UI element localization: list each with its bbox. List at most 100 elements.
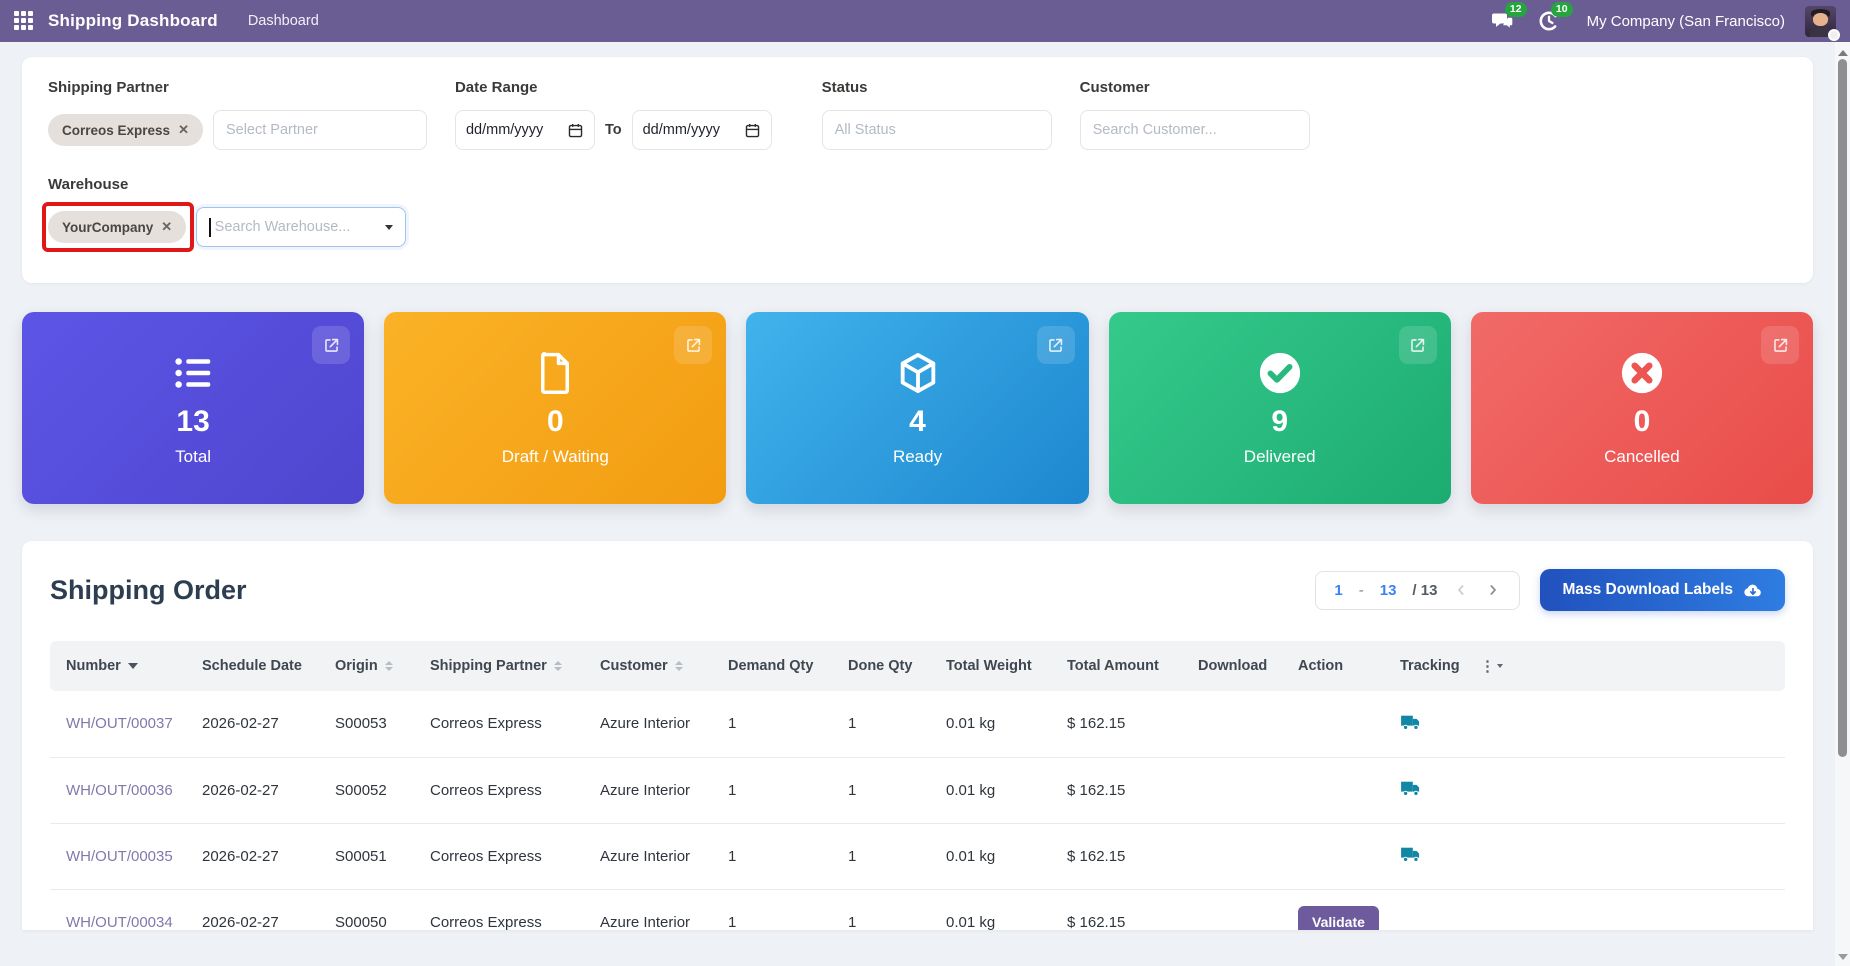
action-cell: Validate [1282, 889, 1384, 930]
filter-warehouse: Warehouse YourCompany ✕ Search Warehouse… [42, 176, 407, 252]
company-switcher[interactable]: My Company (San Francisco) [1586, 12, 1785, 30]
page-start[interactable]: 1 [1334, 581, 1343, 599]
warehouse-tag[interactable]: YourCompany ✕ [48, 211, 187, 243]
section-title: Shipping Order [50, 574, 247, 605]
scroll-down-arrow-icon[interactable] [1837, 954, 1848, 960]
column-header-number[interactable]: Number [66, 658, 138, 674]
shipping-partner-cell: Correos Express [414, 889, 584, 930]
messages-button[interactable]: 12 [1491, 2, 1527, 33]
shipping-partner-cell: Correos Express [414, 691, 584, 758]
page-end[interactable]: 13 [1379, 581, 1397, 599]
column-header-total-weight[interactable]: Total Weight [946, 658, 1032, 674]
open-records-button[interactable] [1761, 326, 1800, 364]
scrollbar-thumb[interactable] [1838, 59, 1847, 757]
total-amount-cell: $ 162.15 [1051, 757, 1182, 824]
column-header-action[interactable]: Action [1298, 658, 1344, 674]
customer-cell: Azure Interior [584, 757, 712, 824]
origin-cell: S00051 [319, 823, 414, 890]
date-range-label: Date Range [454, 79, 538, 96]
open-records-button[interactable] [674, 326, 713, 364]
tracking-truck-icon[interactable] [1400, 779, 1422, 797]
remove-tag-icon[interactable]: ✕ [161, 219, 173, 234]
warehouse-search-input[interactable]: Search Warehouse... [196, 207, 407, 247]
order-number-link[interactable]: WH/OUT/00035 [66, 847, 173, 865]
activities-badge: 10 [1550, 2, 1573, 17]
open-records-button[interactable] [1036, 326, 1075, 364]
customer-cell: Azure Interior [584, 691, 712, 758]
table-row: WH/OUT/00036 2026-02-27 S00052 Correos E… [50, 757, 1785, 824]
column-header-total-amount[interactable]: Total Amount [1067, 658, 1159, 674]
pagination: 1 - 13 / 13 [1315, 570, 1521, 610]
column-header-schedule-date[interactable]: Schedule Date [202, 658, 302, 674]
status-select[interactable]: All Status [821, 110, 1052, 150]
stat-card-total[interactable]: 13 Total [22, 312, 365, 504]
nav-menu-dashboard[interactable]: Dashboard [247, 13, 319, 29]
status-label: Status [821, 79, 868, 96]
column-header-shipping-partner[interactable]: Shipping Partner [430, 658, 562, 674]
activities-button[interactable]: 10 [1537, 2, 1573, 33]
column-header-customer[interactable]: Customer [600, 658, 683, 674]
total-weight-cell: 0.01 kg [930, 889, 1051, 930]
shipping-partner-input[interactable]: Select Partner [212, 110, 427, 150]
vertical-scrollbar[interactable] [1835, 42, 1850, 966]
stat-card-cancelled[interactable]: 0 Cancelled [1470, 312, 1814, 504]
open-records-button[interactable] [312, 326, 351, 364]
table-header-row: Number Schedule Date Origin Shipping Par… [50, 641, 1785, 691]
stat-label: Total [175, 447, 212, 466]
chevron-left-icon[interactable] [1453, 582, 1469, 598]
total-amount-cell: $ 162.15 [1051, 889, 1182, 930]
calendar-icon[interactable] [567, 122, 584, 139]
stat-label: Draft / Waiting [501, 447, 609, 466]
column-header-demand-qty[interactable]: Demand Qty [728, 658, 814, 674]
column-header-origin[interactable]: Origin [335, 658, 393, 674]
stat-card-draft-waiting[interactable]: 0 Draft / Waiting [384, 312, 727, 504]
column-header-done-qty[interactable]: Done Qty [848, 658, 913, 674]
validate-button[interactable]: Validate [1298, 906, 1379, 930]
chevron-down-icon[interactable] [385, 224, 394, 230]
stat-value: 0 [546, 405, 564, 438]
tracking-cell [1384, 889, 1464, 930]
column-header-download[interactable]: Download [1198, 658, 1268, 674]
stat-card-ready[interactable]: 4 Ready [746, 312, 1089, 504]
open-records-button[interactable] [1398, 326, 1437, 364]
order-number-link[interactable]: WH/OUT/00034 [66, 913, 173, 931]
stat-label: Ready [892, 447, 943, 466]
calendar-icon[interactable] [744, 122, 761, 139]
chevron-right-icon[interactable] [1485, 582, 1501, 598]
date-to-input[interactable]: dd/mm/yyyy [631, 110, 772, 150]
date-range-separator: To [604, 122, 622, 138]
date-from-input[interactable]: dd/mm/yyyy [454, 110, 595, 150]
apps-grid-icon[interactable] [14, 11, 34, 31]
order-number-link[interactable]: WH/OUT/00036 [66, 781, 173, 799]
sort-icon [384, 661, 393, 671]
origin-cell: S00050 [319, 889, 414, 930]
total-amount-cell: $ 162.15 [1051, 691, 1182, 758]
demand-qty-cell: 1 [712, 691, 832, 758]
sort-desc-icon [127, 663, 138, 669]
user-avatar[interactable] [1805, 5, 1840, 41]
column-header-tracking[interactable]: Tracking [1400, 658, 1460, 674]
page-total: / 13 [1412, 581, 1438, 599]
scroll-up-arrow-icon[interactable] [1837, 50, 1848, 56]
remove-tag-icon[interactable]: ✕ [178, 122, 189, 137]
page-separator: - [1358, 581, 1364, 599]
stat-label: Cancelled [1604, 447, 1680, 466]
done-qty-cell: 1 [832, 823, 930, 890]
mass-download-labels-button[interactable]: Mass Download Labels [1540, 569, 1785, 611]
customer-label: Customer [1079, 79, 1150, 96]
customer-cell: Azure Interior [584, 823, 712, 890]
customer-search-input[interactable]: Search Customer... [1079, 110, 1310, 150]
filter-shipping-partner: Shipping Partner Correos Express ✕ Selec… [48, 79, 427, 150]
stats-cards: 13 Total 0 Draft / Waiting [22, 312, 1814, 504]
column-options-icon[interactable]: ⋮ [1480, 657, 1503, 675]
tracking-truck-icon[interactable] [1400, 713, 1422, 731]
tracking-truck-icon[interactable] [1400, 845, 1422, 863]
stat-value: 13 [176, 405, 210, 438]
user-status-indicator [1828, 28, 1840, 41]
total-weight-cell: 0.01 kg [930, 691, 1051, 758]
stat-card-delivered[interactable]: 9 Delivered [1108, 312, 1451, 504]
action-cell [1282, 823, 1384, 890]
shipping-partner-tag[interactable]: Correos Express ✕ [48, 114, 203, 146]
download-cell [1182, 691, 1282, 758]
order-number-link[interactable]: WH/OUT/00037 [66, 715, 173, 733]
